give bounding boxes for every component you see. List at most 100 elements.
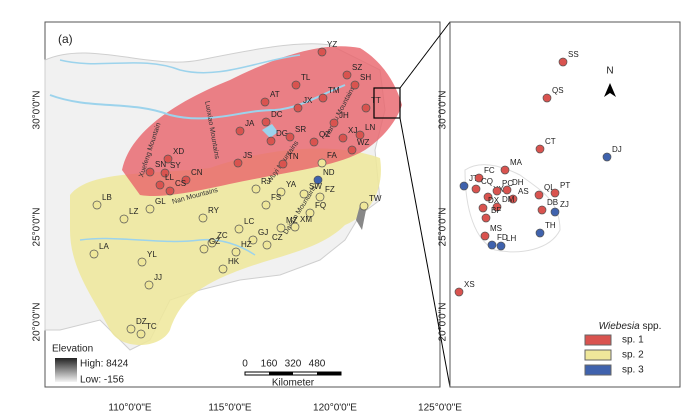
site-label: SN (155, 160, 166, 169)
site-point (454, 287, 464, 297)
site-point (508, 194, 518, 204)
site-label: QZ (319, 130, 330, 139)
site-point (496, 241, 506, 251)
site-point (481, 213, 491, 223)
elevation-low: Low: -156 (80, 375, 124, 386)
site-label: FZ (325, 185, 335, 194)
site-point (126, 324, 136, 334)
site-point (262, 240, 272, 250)
site-point (474, 173, 484, 183)
lat-label: 25°0'0"N (32, 208, 43, 247)
site-point (502, 185, 512, 195)
site-point (483, 192, 493, 202)
north-label: N (606, 66, 613, 77)
legend-label: sp. 2 (622, 350, 644, 361)
site-point (248, 235, 258, 245)
elevation-high: High: 8424 (80, 359, 129, 370)
north-arrow (604, 83, 616, 97)
panel-label: (a) (58, 32, 73, 46)
site-point (207, 238, 217, 248)
site-label: WZ (357, 138, 370, 147)
site-point (276, 223, 286, 233)
site-point (278, 159, 288, 169)
site-point (317, 47, 327, 57)
site-label: TH (545, 221, 556, 230)
site-label: JS (243, 151, 252, 160)
site-label: ZJ (560, 200, 569, 209)
site-label: FD (497, 233, 508, 242)
site-label: SY (170, 161, 181, 170)
taiwan (356, 205, 366, 230)
lake (262, 124, 278, 138)
scale-bar (317, 372, 341, 375)
site-point (163, 154, 173, 164)
scale-tick-label: 160 (261, 359, 278, 370)
legend-label: sp. 3 (622, 365, 644, 376)
lat-label: 25°0'0"N (438, 208, 449, 247)
site-point (534, 190, 544, 200)
site-point (291, 80, 301, 90)
site-point (329, 118, 339, 128)
site-point (276, 187, 286, 197)
site-label: BF (491, 206, 501, 215)
site-point (285, 132, 295, 142)
site-label: JH (339, 111, 349, 120)
site-label: DH (512, 178, 524, 187)
site-label: JT (469, 174, 478, 183)
site-label: SW (309, 182, 322, 191)
lon-label: 120°0'0"E (313, 403, 357, 414)
site-label: CS (175, 179, 186, 188)
site-point (459, 181, 469, 191)
site-label: RJ (261, 177, 271, 186)
site-point (492, 186, 502, 196)
site-point (602, 152, 612, 162)
site-label: TM (328, 86, 340, 95)
river (59, 54, 301, 74)
zoom-connector (399, 21, 451, 89)
site-point (136, 329, 146, 339)
zoom-box (373, 87, 401, 119)
site-label: SR (295, 125, 306, 134)
site-label: PC (502, 179, 513, 188)
site-label: LA (99, 242, 109, 251)
site-label: SH (360, 73, 371, 82)
site-label: HZ (241, 240, 252, 249)
site-point (342, 70, 352, 80)
site-point (478, 203, 488, 213)
site-label: FS (271, 193, 281, 202)
site-point (218, 264, 228, 274)
site-label: TW (369, 194, 382, 203)
site-label: CQ (481, 177, 493, 186)
site-label: AS (518, 187, 529, 196)
site-label: XD (173, 147, 184, 156)
site-label: RY (208, 206, 220, 215)
site-label: GL (155, 197, 166, 206)
lat-label: 30°0'0"N (32, 91, 43, 130)
site-point (231, 247, 241, 257)
elevation-ramp (55, 358, 77, 382)
site-label: FQ (315, 201, 326, 210)
site-point (355, 130, 365, 140)
site-point (317, 158, 327, 168)
site-point (318, 93, 328, 103)
site-point (480, 231, 490, 241)
site-point (144, 280, 154, 290)
lat-label: 30°0'0"N (438, 91, 449, 130)
legend-suffix: spp. (642, 321, 661, 332)
site-point (181, 175, 191, 185)
site-point (492, 202, 502, 212)
site-point (542, 93, 552, 103)
site-point (251, 184, 261, 194)
scale-tick-label: 480 (309, 359, 326, 370)
site-label: DZ (136, 317, 147, 326)
legend-swatch (584, 364, 612, 376)
site-point (471, 184, 481, 194)
lon-label: 115°0'0"E (208, 403, 252, 414)
site-point (233, 158, 243, 168)
site-point (137, 257, 147, 267)
site-point (89, 249, 99, 259)
elevation-title: Elevation (52, 344, 93, 355)
site-point (160, 168, 170, 178)
site-point (145, 204, 155, 214)
zoom-connector (399, 117, 451, 388)
